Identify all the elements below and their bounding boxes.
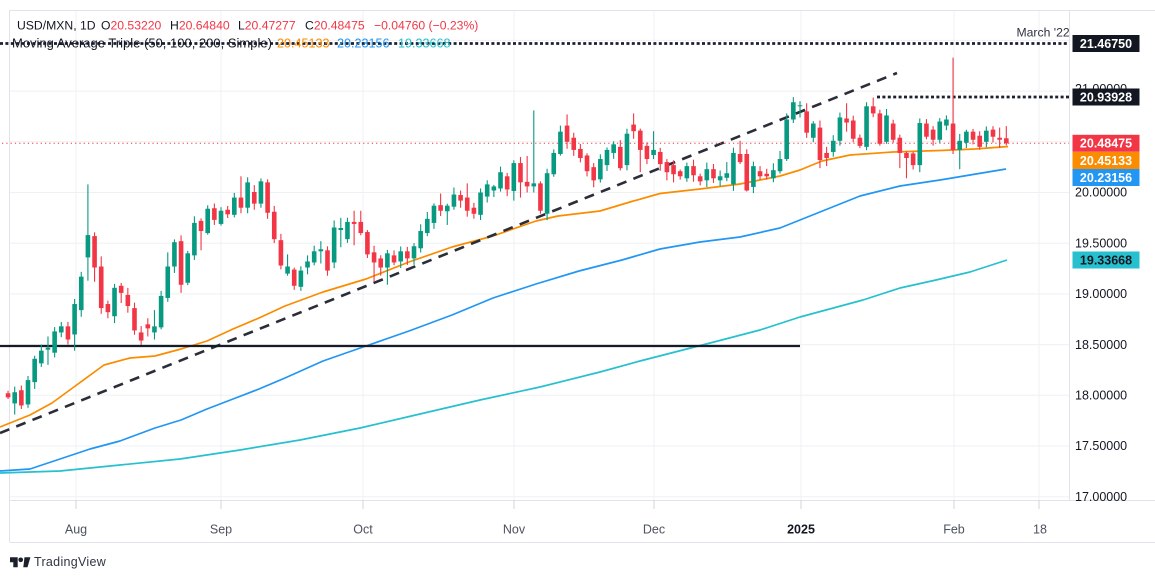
svg-text:17.50000: 17.50000 <box>1075 439 1127 453</box>
svg-text:Oct: Oct <box>353 523 373 537</box>
svg-text:17.00000: 17.00000 <box>1075 490 1127 504</box>
svg-text:19.33668: 19.33668 <box>1080 253 1132 267</box>
svg-text:Feb: Feb <box>943 523 965 537</box>
svg-text:19.00000: 19.00000 <box>1075 287 1127 301</box>
svg-text:2025: 2025 <box>787 523 815 537</box>
svg-text:March '22: March '22 <box>1017 26 1070 40</box>
svg-text:20.45133: 20.45133 <box>277 37 330 51</box>
svg-text:Sep: Sep <box>210 523 232 537</box>
svg-text:USD/MXN, 1D: USD/MXN, 1D <box>17 19 96 33</box>
svg-text:18.50000: 18.50000 <box>1075 338 1127 352</box>
svg-text:20.23156: 20.23156 <box>1080 171 1132 185</box>
svg-text:20.23156: 20.23156 <box>337 37 390 51</box>
svg-text:TradingView: TradingView <box>34 555 107 569</box>
svg-text:20.45133: 20.45133 <box>1080 154 1132 168</box>
svg-text:Nov: Nov <box>503 523 526 537</box>
svg-text:Aug: Aug <box>65 523 87 537</box>
svg-text:C20.48475: C20.48475 <box>305 19 365 33</box>
svg-text:18.00000: 18.00000 <box>1075 389 1127 403</box>
svg-text:Moving Average Triple (50, 100: Moving Average Triple (50, 100, 200, Sim… <box>12 36 272 51</box>
svg-text:20.93928: 20.93928 <box>1080 90 1132 104</box>
svg-text:O20.53220: O20.53220 <box>101 19 162 33</box>
svg-text:19.33668: 19.33668 <box>398 37 451 51</box>
svg-text:Dec: Dec <box>643 523 665 537</box>
svg-text:20.00000: 20.00000 <box>1075 186 1127 200</box>
svg-text:−0.04760 (−0.23%): −0.04760 (−0.23%) <box>374 19 478 33</box>
svg-text:H20.64840: H20.64840 <box>170 19 230 33</box>
svg-text:20.48475: 20.48475 <box>1080 137 1132 151</box>
svg-text:L20.47277: L20.47277 <box>238 19 296 33</box>
svg-text:18: 18 <box>1033 523 1047 537</box>
svg-text:19.50000: 19.50000 <box>1075 236 1127 250</box>
svg-text:21.46750: 21.46750 <box>1080 37 1132 51</box>
